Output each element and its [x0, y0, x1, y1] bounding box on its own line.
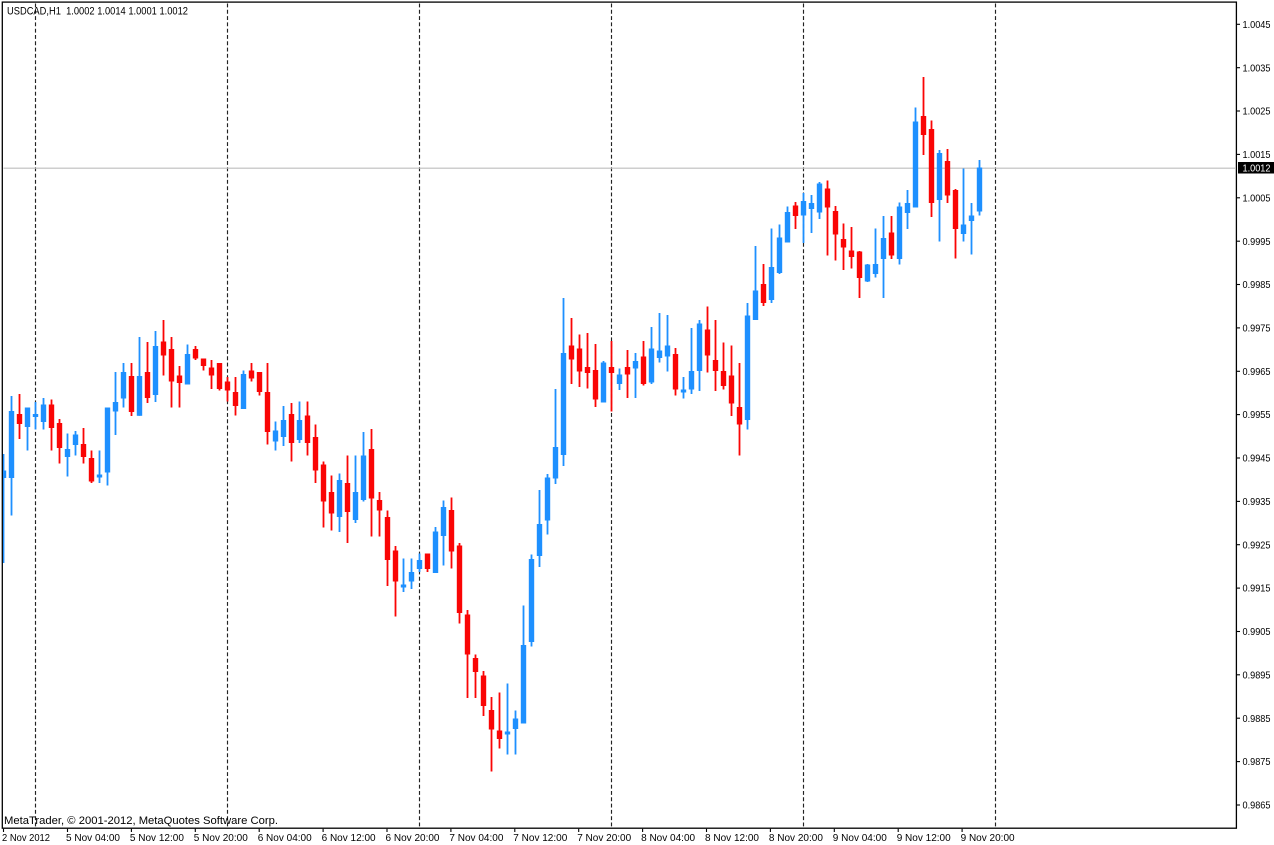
svg-text:1.0045: 1.0045 [1243, 19, 1271, 31]
svg-text:1.0012: 1.0012 [1243, 162, 1271, 174]
svg-text:0.9985: 0.9985 [1243, 279, 1271, 291]
svg-text:7 Nov 12:00: 7 Nov 12:00 [513, 832, 567, 844]
svg-text:1.0015: 1.0015 [1243, 149, 1271, 161]
svg-text:6 Nov 20:00: 6 Nov 20:00 [386, 832, 440, 844]
svg-text:9 Nov 12:00: 9 Nov 12:00 [897, 832, 951, 844]
svg-text:1.0035: 1.0035 [1243, 62, 1271, 74]
svg-text:5 Nov 12:00: 5 Nov 12:00 [130, 832, 184, 844]
svg-text:2 Nov 2012: 2 Nov 2012 [2, 832, 50, 844]
svg-text:0.9925: 0.9925 [1243, 539, 1271, 551]
svg-text:0.9995: 0.9995 [1243, 236, 1271, 248]
svg-text:USDCAD,H1 1.0002 1.0014 1.000: USDCAD,H1 1.0002 1.0014 1.0001 1.0012 [7, 6, 188, 18]
svg-text:0.9875: 0.9875 [1243, 756, 1271, 768]
svg-text:0.9865: 0.9865 [1243, 800, 1271, 812]
svg-text:1.0005: 1.0005 [1243, 192, 1271, 204]
svg-text:0.9885: 0.9885 [1243, 713, 1271, 725]
svg-text:MetaTrader, © 2001-2012, MetaQ: MetaTrader, © 2001-2012, MetaQuotes Soft… [4, 815, 278, 827]
svg-text:0.9935: 0.9935 [1243, 496, 1271, 508]
svg-text:0.9945: 0.9945 [1243, 453, 1271, 465]
svg-text:6 Nov 12:00: 6 Nov 12:00 [322, 832, 376, 844]
svg-text:6 Nov 04:00: 6 Nov 04:00 [258, 832, 312, 844]
svg-text:1.0025: 1.0025 [1243, 106, 1271, 118]
svg-text:9 Nov 20:00: 9 Nov 20:00 [961, 832, 1015, 844]
svg-text:9 Nov 04:00: 9 Nov 04:00 [833, 832, 887, 844]
svg-text:7 Nov 04:00: 7 Nov 04:00 [449, 832, 503, 844]
svg-text:0.9895: 0.9895 [1243, 669, 1271, 681]
svg-text:7 Nov 20:00: 7 Nov 20:00 [577, 832, 631, 844]
svg-text:5 Nov 20:00: 5 Nov 20:00 [194, 832, 248, 844]
svg-text:0.9915: 0.9915 [1243, 583, 1271, 595]
svg-text:0.9975: 0.9975 [1243, 323, 1271, 335]
svg-text:8 Nov 04:00: 8 Nov 04:00 [641, 832, 695, 844]
svg-text:8 Nov 20:00: 8 Nov 20:00 [769, 832, 823, 844]
svg-text:0.9965: 0.9965 [1243, 366, 1271, 378]
svg-text:5 Nov 04:00: 5 Nov 04:00 [66, 832, 120, 844]
svg-text:0.9905: 0.9905 [1243, 626, 1271, 638]
svg-text:0.9955: 0.9955 [1243, 409, 1271, 421]
svg-text:8 Nov 12:00: 8 Nov 12:00 [705, 832, 759, 844]
